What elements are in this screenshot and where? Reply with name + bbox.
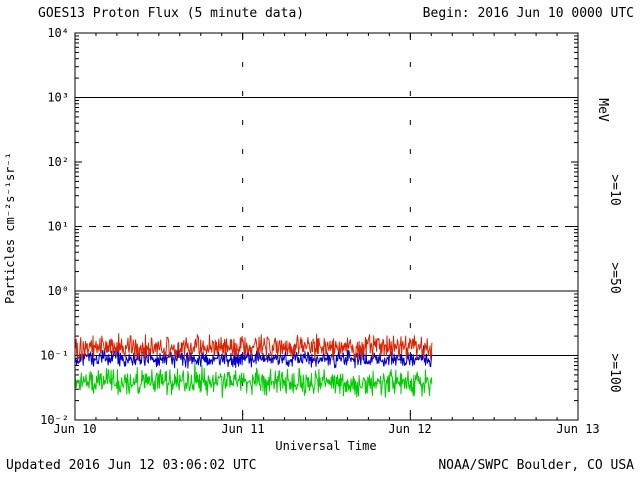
x-tick-label: Jun 13 [556, 422, 599, 436]
x-axis-title: Universal Time [275, 439, 376, 453]
x-tick-label: Jun 10 [53, 422, 96, 436]
series-line--10-mev [74, 333, 433, 362]
series-line--100-mev [74, 360, 433, 399]
y-tick-label: 10⁴ [47, 26, 69, 40]
y-tick-label: 10² [47, 155, 69, 169]
x-tick-label: Jun 11 [221, 422, 264, 436]
y-tick-label: 10⁰ [47, 284, 69, 298]
y-tick-label: 10⁻¹ [40, 349, 69, 363]
plot-area [74, 32, 579, 421]
updated-timestamp: Updated 2016 Jun 12 03:06:02 UTC [6, 458, 256, 473]
x-tick-label: Jun 12 [388, 422, 431, 436]
begin-timestamp: Begin: 2016 Jun 10 0000 UTC [423, 6, 634, 21]
right-axis-unit-label: MeV [595, 98, 610, 122]
legend-label-ge100: >=100 [607, 353, 622, 392]
chart-title: GOES13 Proton Flux (5 minute data) [38, 6, 304, 21]
source-attribution: NOAA/SWPC Boulder, CO USA [438, 458, 634, 473]
legend-label-ge50: >=50 [607, 262, 622, 293]
y-tick-label: 10¹ [47, 220, 69, 234]
y-tick-label: 10⁻² [40, 413, 69, 427]
legend-label-ge10: >=10 [607, 174, 622, 205]
y-axis-title: Particles cm⁻²s⁻¹sr⁻¹ [3, 152, 17, 304]
series-line--50-mev [74, 343, 433, 369]
y-tick-label: 10³ [47, 91, 69, 105]
